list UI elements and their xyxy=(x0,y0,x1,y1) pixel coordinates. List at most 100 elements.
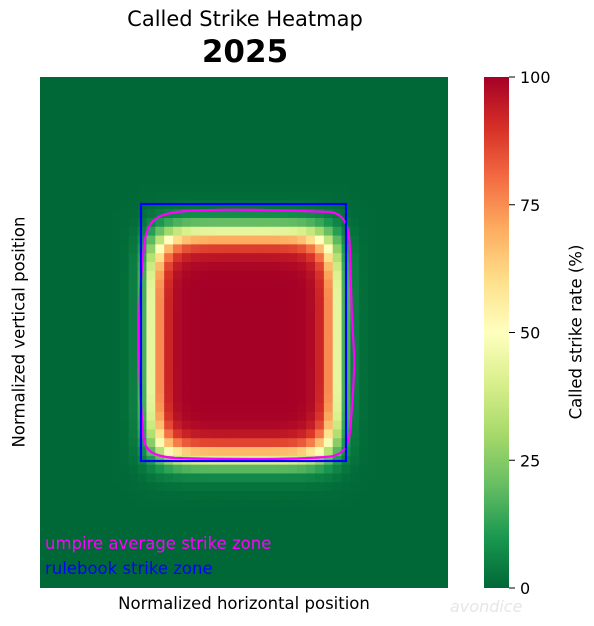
heatmap-cell xyxy=(66,200,77,210)
heatmap-cell xyxy=(385,464,396,475)
heatmap-cell xyxy=(252,121,263,131)
heatmap-cell xyxy=(385,200,396,210)
heatmap-cell xyxy=(128,438,139,448)
heatmap-cell xyxy=(314,112,325,122)
heatmap-cell xyxy=(208,350,218,360)
heatmap-cell xyxy=(421,156,431,166)
heatmap-cell xyxy=(430,438,440,448)
heatmap-cell xyxy=(252,376,263,386)
heatmap-cell xyxy=(146,376,156,386)
heatmap-cell xyxy=(270,402,281,413)
heatmap-cell xyxy=(430,279,440,290)
heatmap-cell xyxy=(190,464,201,475)
heatmap-cell xyxy=(270,543,281,554)
heatmap-cell xyxy=(155,138,165,149)
heatmap-cell xyxy=(40,156,50,166)
heatmap-cell xyxy=(181,579,192,588)
heatmap-cell xyxy=(66,121,77,131)
heatmap-cell xyxy=(430,385,440,395)
heatmap-cell xyxy=(412,447,422,457)
heatmap-cell xyxy=(66,270,77,281)
heatmap-cell xyxy=(226,579,236,588)
heatmap-cell xyxy=(226,306,236,316)
heatmap-cell xyxy=(119,138,130,149)
heatmap-cell xyxy=(341,526,352,536)
heatmap-cell xyxy=(377,332,387,342)
heatmap-cell xyxy=(306,191,316,201)
heatmap-cell xyxy=(173,85,183,96)
heatmap-cell xyxy=(102,112,112,122)
heatmap-cell xyxy=(190,217,201,228)
heatmap-cell xyxy=(93,350,103,360)
heatmap-cell xyxy=(155,103,165,113)
heatmap-cell xyxy=(359,579,369,588)
heatmap-cell xyxy=(439,209,448,219)
heatmap-cell xyxy=(368,394,378,404)
heatmap-cell xyxy=(199,103,210,113)
heatmap-cell xyxy=(226,138,236,149)
heatmap-cell xyxy=(368,297,378,307)
heatmap-cell xyxy=(430,270,440,281)
heatmap-cell xyxy=(84,517,94,527)
heatmap-cell xyxy=(403,473,414,483)
heatmap-cell xyxy=(102,217,112,228)
heatmap-cell xyxy=(279,288,289,298)
heatmap-cell xyxy=(306,262,316,272)
heatmap-cell xyxy=(137,526,148,536)
heatmap-cell xyxy=(368,112,378,122)
heatmap-cell xyxy=(217,306,227,316)
heatmap-cell xyxy=(252,350,263,360)
heatmap-cell xyxy=(155,376,165,386)
heatmap-cell xyxy=(412,561,422,571)
heatmap-cell xyxy=(270,517,281,527)
heatmap-cell xyxy=(306,394,316,404)
heatmap-cell xyxy=(394,306,405,316)
heatmap-cell xyxy=(208,535,218,545)
heatmap-cell xyxy=(119,253,130,263)
heatmap-cell xyxy=(323,341,334,351)
heatmap-cell xyxy=(261,244,272,254)
heatmap-cell xyxy=(208,491,218,501)
heatmap-cell xyxy=(208,165,218,175)
heatmap-cell xyxy=(57,552,68,563)
heatmap-cell xyxy=(102,297,112,307)
heatmap-cell xyxy=(208,314,218,325)
heatmap-cell xyxy=(57,85,68,96)
heatmap-cell xyxy=(190,420,201,431)
heatmap-cell xyxy=(110,438,121,448)
heatmap-cell xyxy=(421,112,431,122)
heatmap-cell xyxy=(350,341,360,351)
heatmap-cell xyxy=(394,385,405,395)
heatmap-cell xyxy=(75,508,85,519)
heatmap-cell xyxy=(146,297,156,307)
heatmap-cell xyxy=(146,323,156,334)
heatmap-cell xyxy=(164,226,174,237)
heatmap-cell xyxy=(110,358,121,369)
heatmap-cell xyxy=(368,173,378,184)
heatmap-cell xyxy=(252,570,263,580)
heatmap-cell xyxy=(119,561,130,571)
heatmap-cell xyxy=(93,402,103,413)
heatmap-cell xyxy=(341,147,352,157)
heatmap-cell xyxy=(190,297,201,307)
heatmap-cell xyxy=(235,332,245,342)
heatmap-cell xyxy=(93,473,103,483)
heatmap-cell xyxy=(84,411,94,422)
heatmap-cell xyxy=(199,323,210,334)
heatmap-cell xyxy=(350,156,360,166)
heatmap-cell xyxy=(84,508,94,519)
heatmap-cell xyxy=(102,341,112,351)
heatmap-cell xyxy=(199,262,210,272)
heatmap-cell xyxy=(314,288,325,298)
heatmap-cell xyxy=(173,438,183,448)
heatmap-cell xyxy=(332,235,343,245)
heatmap-cell xyxy=(146,85,156,96)
heatmap-cell xyxy=(235,482,245,492)
heatmap-cell xyxy=(359,552,369,563)
heatmap-cell xyxy=(279,314,289,325)
heatmap-cell xyxy=(421,561,431,571)
heatmap-cell xyxy=(75,217,85,228)
heatmap-cell xyxy=(226,253,236,263)
heatmap-cell xyxy=(377,165,387,175)
heatmap-cell xyxy=(40,279,50,290)
